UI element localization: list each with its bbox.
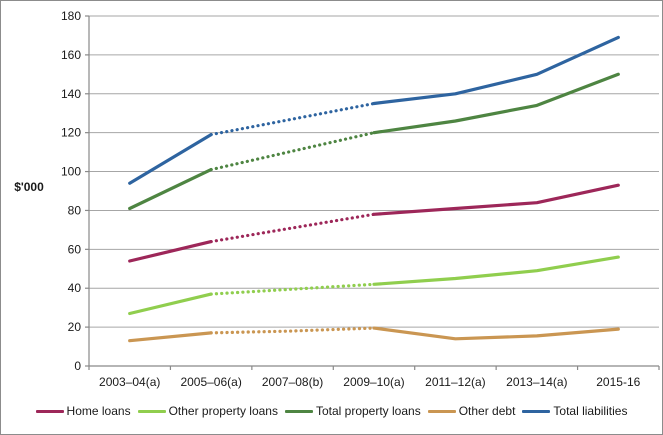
legend-label: Total property loans bbox=[315, 404, 421, 418]
legend-swatch bbox=[427, 409, 456, 413]
x-category-label: 2015-16 bbox=[596, 375, 640, 389]
legend-label: Total liabilities bbox=[553, 404, 628, 418]
series-line-home-loans-solid-right bbox=[372, 183, 620, 216]
legend-swatch bbox=[137, 409, 166, 413]
legend-swatch bbox=[522, 409, 551, 413]
series-line-other-debt-solid-right bbox=[372, 326, 620, 341]
legend-swatch bbox=[284, 409, 313, 413]
y-tick-label: 100 bbox=[61, 165, 81, 179]
series-line-total-property-loans-solid-right bbox=[372, 72, 620, 135]
legend-swatch bbox=[35, 409, 64, 413]
series-line-other-debt-solid-left bbox=[128, 331, 213, 343]
series-line-home-loans-dotted bbox=[209, 212, 376, 244]
series-line-other-property-loans-dotted bbox=[209, 282, 376, 296]
y-tick-label: 160 bbox=[61, 48, 81, 62]
legend-label: Other debt bbox=[458, 404, 516, 418]
series-line-total-liabilities-solid-left bbox=[128, 133, 213, 185]
series-line-total-liabilities-dotted bbox=[209, 101, 376, 137]
series-line-total-property-loans-solid-left bbox=[128, 168, 213, 211]
legend-item-total-property-loans: Total property loans bbox=[284, 404, 421, 418]
y-tick-label: 120 bbox=[61, 126, 81, 140]
series-line-other-property-loans-solid-right bbox=[372, 255, 620, 286]
chart-legend: Home loans Other property loans Total prop… bbox=[1, 404, 662, 418]
y-tick-label: 80 bbox=[68, 203, 82, 217]
y-tick-label: 20 bbox=[68, 320, 82, 334]
x-category-label: 2005–06(a) bbox=[180, 375, 241, 389]
legend-item-other-property-loans: Other property loans bbox=[137, 404, 278, 418]
y-tick-label: 180 bbox=[61, 9, 81, 23]
legend-item-total-liabilities: Total liabilities bbox=[522, 404, 627, 418]
x-category-label: 2011–12(a) bbox=[425, 375, 486, 389]
y-tick-label: 0 bbox=[74, 359, 81, 373]
series-line-other-property-loans-solid-left bbox=[128, 292, 213, 316]
y-axis-title: $'000 bbox=[14, 180, 44, 194]
series-line-total-liabilities-solid-right bbox=[372, 35, 620, 106]
legend-label: Other property loans bbox=[168, 404, 278, 418]
legend-item-home-loans: Home loans bbox=[35, 404, 131, 418]
y-tick-label: 60 bbox=[68, 242, 82, 256]
series-line-other-debt-dotted bbox=[209, 326, 376, 335]
y-tick-label: 140 bbox=[61, 87, 81, 101]
x-category-label: 2009–10(a) bbox=[343, 375, 404, 389]
y-tick-label: 40 bbox=[68, 281, 82, 295]
x-category-label: 2007–08(b) bbox=[262, 375, 323, 389]
legend-item-other-debt: Other debt bbox=[427, 404, 516, 418]
legend-label: Home loans bbox=[66, 404, 131, 418]
series-line-total-property-loans-dotted bbox=[209, 131, 376, 172]
x-category-label: 2013–14(a) bbox=[506, 375, 567, 389]
series-line-home-loans-solid-left bbox=[128, 240, 213, 263]
x-category-label: 2003–04(a) bbox=[99, 375, 160, 389]
